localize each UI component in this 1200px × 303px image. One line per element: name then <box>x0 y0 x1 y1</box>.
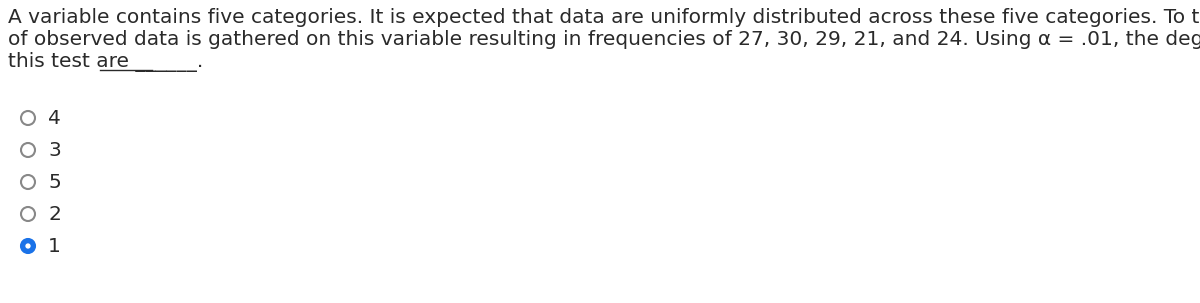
Circle shape <box>22 143 35 157</box>
Circle shape <box>22 175 35 189</box>
Text: this test are ______.: this test are ______. <box>8 52 203 72</box>
Text: A variable contains five categories. It is expected that data are uniformly dist: A variable contains five categories. It … <box>8 8 1200 27</box>
Text: 4: 4 <box>48 108 61 128</box>
Text: 3: 3 <box>48 141 61 159</box>
Text: 1: 1 <box>48 237 61 255</box>
Circle shape <box>22 239 35 253</box>
Circle shape <box>22 111 35 125</box>
Text: 5: 5 <box>48 172 61 191</box>
Text: of observed data is gathered on this variable resulting in frequencies of 27, 30: of observed data is gathered on this var… <box>8 30 1200 49</box>
Circle shape <box>22 207 35 221</box>
Circle shape <box>25 243 31 249</box>
Text: 2: 2 <box>48 205 61 224</box>
